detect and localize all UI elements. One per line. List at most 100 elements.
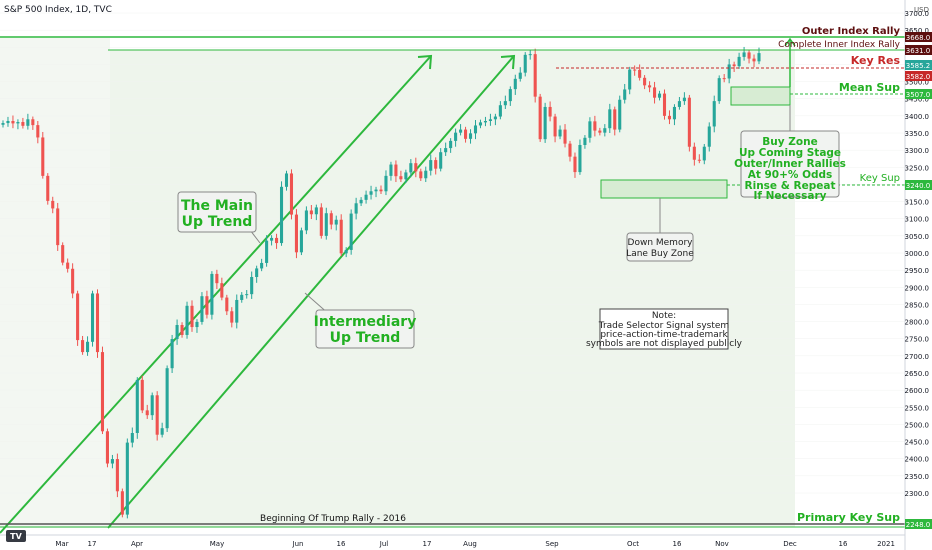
candle-up (468, 133, 473, 139)
time-tick-label: Jul (379, 540, 389, 548)
candle-up (349, 213, 353, 250)
mean-sup-price: 3507.0 (906, 91, 931, 99)
price-tick-label: 3100.0 (905, 216, 930, 224)
note-label-4: symbols are not displayed publicly (586, 339, 743, 349)
price-tick-label: 3150.0 (905, 199, 930, 207)
candle-up (508, 89, 512, 102)
candle-down (464, 129, 468, 139)
buy-zone-callout-box (740, 130, 840, 198)
candle-up (578, 145, 582, 173)
candle-up (454, 132, 458, 141)
primary-key-sup-badge (905, 519, 932, 529)
candle-down (613, 109, 617, 130)
candlestick-series (1, 46, 761, 519)
down-memory-zone (600, 179, 728, 199)
mean-sup-label: Mean Sup (839, 81, 900, 94)
candle-up (513, 78, 517, 90)
candle-up (488, 119, 492, 121)
candle-up (404, 172, 408, 180)
candle-up (707, 126, 711, 147)
candle-up (583, 137, 587, 145)
candle-up (717, 78, 721, 102)
price-tick-label: 3250.0 (905, 164, 930, 172)
candle-up (459, 129, 463, 133)
candle-down (56, 208, 60, 246)
price-tick-label: 2350.0 (905, 473, 930, 481)
candle-up (384, 175, 388, 192)
candle-up (498, 105, 502, 117)
candle-down (732, 64, 736, 67)
buy-zone-label-1: Buy Zone (762, 136, 817, 148)
candle-up (424, 170, 428, 179)
candle-down (379, 189, 383, 192)
candle-down (61, 245, 65, 263)
price-tick-label: 2650.0 (905, 370, 930, 378)
chart-title: S&P 500 Index, 1D, TVC (4, 5, 112, 15)
time-tick-label: 16 (337, 540, 346, 548)
candle-up (86, 341, 90, 353)
candle-up (493, 116, 497, 120)
key-sup-price: 3240.0 (906, 182, 931, 190)
time-tick-label: Mar (55, 540, 68, 548)
candle-up (195, 321, 199, 328)
candle-down (548, 106, 552, 117)
candle-up (6, 121, 10, 124)
candle-down (294, 214, 298, 253)
candle-up (409, 163, 413, 173)
candle-down (36, 125, 40, 138)
primary-key-sup-price: 2248.0 (906, 521, 931, 529)
candle-down (41, 137, 45, 176)
candle-down (205, 296, 209, 315)
candle-up (26, 119, 30, 126)
candle-up (503, 101, 507, 106)
candle-up (304, 210, 308, 231)
candle-up (742, 52, 746, 57)
candle-up (150, 395, 154, 416)
candle-down (414, 163, 418, 172)
candle-down (339, 219, 343, 254)
candle-up (374, 189, 378, 192)
candle-up (439, 152, 443, 169)
candle-up (359, 199, 363, 204)
complete-inner-price: 3631.0 (906, 47, 931, 55)
candle-up (245, 294, 249, 296)
candle-down (120, 491, 124, 515)
candle-down (434, 160, 438, 169)
candle-up (623, 89, 627, 100)
time-tick-label: 17 (88, 540, 97, 548)
candle-down (190, 305, 194, 328)
candle-up (558, 129, 562, 137)
price-tick-label: 2800.0 (905, 319, 930, 327)
buy-zone-arrow-head (784, 37, 796, 47)
price-tick-label: 3300.0 (905, 147, 930, 155)
candle-up (125, 442, 129, 515)
candle-down (289, 173, 294, 215)
buy-zone-box (730, 86, 791, 106)
price-tick-label: 3050.0 (905, 233, 930, 241)
candle-up (523, 54, 527, 73)
price-tick-label: 3000.0 (905, 250, 930, 258)
candle-down (46, 175, 50, 201)
outer-index-rally-price: 3668.0 (906, 34, 931, 42)
main-trend-label-2: Up Trend (182, 214, 253, 230)
candle-down (95, 293, 100, 353)
candle-down (225, 297, 229, 312)
candle-down (568, 143, 572, 157)
candle-down (747, 52, 751, 59)
candle-down (633, 69, 637, 71)
candle-up (354, 203, 358, 214)
price-tick-label: 2550.0 (905, 404, 930, 412)
key-res-label: Key Res (851, 54, 901, 67)
note-label-1: Note: (652, 311, 676, 321)
price-tick-label: 2900.0 (905, 284, 930, 292)
candle-up (130, 433, 134, 443)
mean-sup-badge (905, 89, 932, 99)
candle-down (76, 293, 80, 341)
candle-down (643, 77, 647, 86)
candle-down (115, 459, 119, 492)
note-label-2: Trade Selector Signal system (598, 321, 729, 331)
candle-up (672, 106, 676, 120)
candle-down (722, 78, 726, 80)
price-tick-label: 3450.0 (905, 96, 930, 104)
rally-zone-background (110, 50, 795, 527)
